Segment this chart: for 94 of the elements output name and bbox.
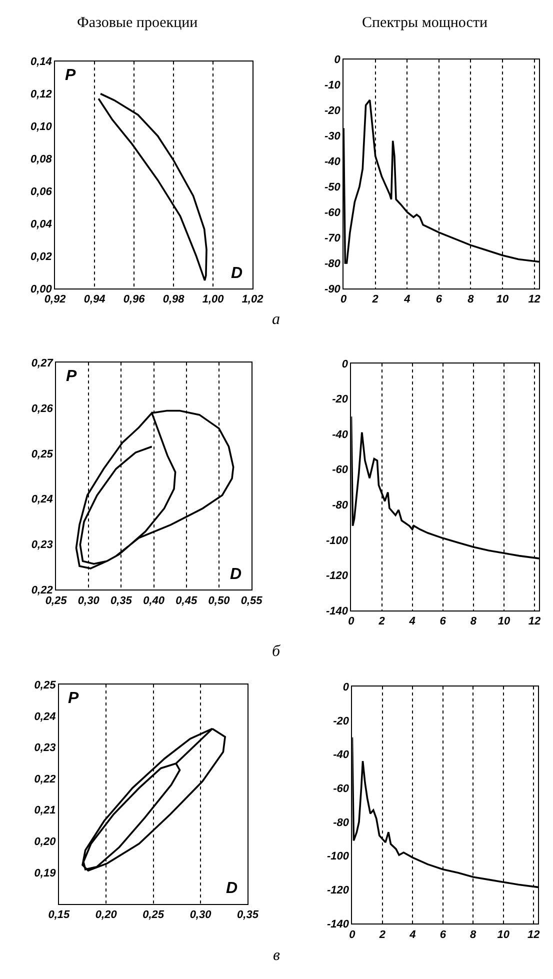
x-tick-label: 0,55 [240, 594, 264, 607]
x-tick-label: 2 [378, 616, 385, 628]
y-tick-label: -20 [324, 105, 342, 118]
x-tick-label: 10 [497, 928, 510, 941]
text: б [272, 643, 281, 660]
y-tick-label: 0,14 [30, 56, 52, 68]
x-tick-label: 12 [527, 928, 540, 941]
y-tick-label: 0,26 [31, 402, 54, 415]
x-tick-label: 8 [470, 616, 478, 628]
y-tick-label: -80 [324, 258, 342, 270]
x-tick-label: 6 [436, 294, 443, 306]
y-tick-label: -10 [324, 80, 342, 92]
y-tick-label: 0,10 [30, 121, 53, 134]
y-tick-label: -50 [324, 181, 342, 194]
chart-title: Фазовые проекции [77, 15, 198, 31]
x-tick-label: 0,30 [190, 909, 212, 922]
y-tick-label: -40 [332, 428, 349, 441]
x-tick-label: 0,45 [176, 594, 198, 607]
x-tick-label: 0,40 [143, 594, 166, 607]
x-tick-label: 0,92 [44, 294, 66, 306]
y-tick-label: 0,23 [31, 539, 53, 552]
x-tick-label: 1,00 [202, 294, 225, 306]
y-tick-label: -80 [332, 500, 349, 512]
y-tick-label: -100 [326, 534, 349, 547]
x-axis-title: D [231, 265, 243, 282]
y-tick-label: 0 [342, 681, 350, 694]
y-tick-label: 0,24 [34, 710, 56, 723]
y-tick-label: 0 [342, 358, 349, 370]
y-tick-label: -80 [333, 816, 350, 829]
x-tick-label: 4 [408, 616, 416, 628]
y-tick-label: 0,20 [34, 836, 57, 848]
y-tick-label: -70 [324, 232, 342, 244]
y-tick-label: 0,04 [30, 218, 52, 230]
y-tick-label: 0 [334, 54, 342, 66]
x-tick-label: 0,98 [162, 294, 186, 306]
x-tick-label: 0,25 [142, 909, 165, 922]
y-tick-label: 0,23 [34, 742, 56, 754]
y-tick-label: -140 [326, 605, 349, 618]
x-tick-label: 12 [528, 294, 540, 306]
x-tick-label: 0,96 [123, 294, 146, 306]
y-axis-title: P [65, 67, 76, 84]
y-tick-label: -40 [333, 749, 350, 762]
y-axis-title: P [66, 368, 77, 385]
y-tick-label: 0,12 [30, 88, 52, 101]
x-tick-label: 0,35 [110, 594, 133, 607]
x-tick-label: 0,20 [95, 909, 118, 922]
x-tick-label: 10 [496, 294, 510, 306]
y-tick-label: 0,27 [31, 357, 54, 370]
x-tick-label: 0,94 [84, 294, 106, 306]
x-tick-label: 0,25 [45, 594, 68, 607]
x-tick-label: 6 [440, 928, 447, 941]
y-tick-label: 0,21 [34, 804, 56, 817]
x-tick-label: 0,30 [78, 594, 100, 607]
x-tick-label: 8 [468, 294, 475, 306]
y-tick-label: -30 [324, 130, 342, 143]
x-axis-title: D [226, 880, 238, 897]
y-tick-label: -90 [324, 283, 342, 296]
y-tick-label: -120 [326, 884, 350, 897]
x-tick-label: 0,50 [208, 594, 231, 607]
y-tick-label: 0,06 [30, 186, 53, 198]
y-tick-label: 0,22 [34, 773, 56, 786]
y-tick-label: -40 [324, 156, 342, 168]
y-tick-label: -60 [324, 206, 342, 219]
y-tick-label: -120 [326, 570, 349, 582]
y-tick-label: 0,25 [31, 448, 54, 460]
y-tick-label: 0,25 [34, 679, 57, 692]
y-tick-label: -60 [333, 782, 350, 795]
y-tick-label: 0,19 [34, 867, 57, 880]
x-tick-label: 10 [498, 616, 511, 628]
x-tick-label: 0,35 [237, 909, 260, 922]
chart-title: Спектры мощности [362, 15, 488, 31]
y-tick-label: 0,08 [30, 154, 53, 166]
x-tick-label: 6 [440, 616, 447, 628]
y-tick-label: -100 [326, 850, 350, 863]
x-tick-label: 4 [403, 294, 410, 306]
x-tick-label: 1,02 [242, 294, 264, 306]
y-tick-label: 0,22 [31, 584, 53, 597]
y-axis-title: P [68, 690, 79, 707]
y-tick-label: -20 [333, 715, 350, 728]
y-tick-label: 0,24 [31, 494, 53, 506]
y-tick-label: 0,00 [30, 283, 53, 296]
y-tick-label: -20 [332, 394, 349, 406]
x-tick-label: 4 [408, 928, 416, 941]
x-tick-label: 12 [528, 616, 541, 628]
x-tick-label: 0,15 [48, 909, 70, 922]
y-tick-label: 0,02 [30, 250, 52, 263]
x-tick-label: 2 [371, 294, 378, 306]
x-tick-label: 2 [378, 928, 386, 941]
x-tick-label: 8 [470, 928, 478, 941]
x-axis-title: D [230, 566, 242, 583]
text: а [272, 311, 280, 328]
y-tick-label: -140 [326, 918, 350, 930]
y-tick-label: -60 [332, 464, 349, 476]
text: в [273, 947, 280, 964]
